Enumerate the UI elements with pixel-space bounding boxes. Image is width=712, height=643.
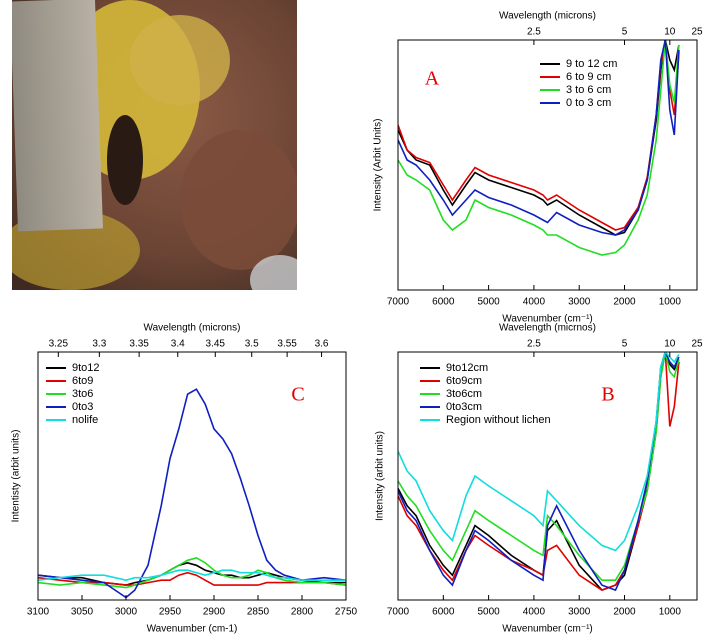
lichen-photo [0,0,310,305]
x2-tick-label: 5 [622,339,628,350]
series-line [398,352,679,550]
x2-tick-label: 2.5 [527,27,541,38]
x2-tick-label: 3.6 [315,339,329,350]
legend-label: 0to3 [72,401,93,413]
series-line [398,40,679,255]
x-tick-label: 4000 [523,297,546,308]
x-tick-label: 2950 [159,607,182,618]
x2-tick-label: 3.25 [49,339,69,350]
x-tick-label: 3000 [115,607,138,618]
y-axis-label: Intensity (Arbit Units) [373,119,384,212]
x2-tick-label: 25 [691,27,703,38]
x2-tick-label: 3.55 [277,339,297,350]
series-line [398,352,679,590]
legend-label: 6 to 9 cm [566,71,611,83]
x-tick-label: 3000 [568,607,591,618]
legend-label: nolife [72,414,98,426]
y-axis-label: Intensity (arbit units) [375,431,386,521]
series-line [398,40,679,230]
x2-axis-label: Wavelength (microns) [499,11,596,22]
x-tick-label: 2800 [291,607,314,618]
x2-tick-label: 10 [664,27,676,38]
legend-label: 3to6 [72,388,93,400]
legend-label: Region without lichen [446,414,551,426]
legend-label: 3to6cm [446,388,482,400]
x2-tick-label: 10 [664,339,676,350]
legend-label: 9 to 12 cm [566,58,617,70]
legend-label: 9to12 [72,362,100,374]
plot-lines [398,352,679,590]
series-line [398,352,679,590]
plot-lines [398,40,679,255]
x-tick-label: 2000 [613,297,636,308]
x2-tick-label: 3.4 [171,339,185,350]
x-tick-label: 2000 [613,607,636,618]
x-tick-label: 6000 [432,297,455,308]
y-axis-label: Intentisty (arbit units) [11,430,22,523]
x-tick-label: 4000 [523,607,546,618]
x-axis-label: Wavenumber (cm⁻¹) [502,624,592,635]
legend-label: 0 to 3 cm [566,97,611,109]
x-tick-label: 2900 [203,607,226,618]
x2-axis-label: Wavelength (microns) [144,323,241,334]
panel-label: A [425,68,440,90]
x2-tick-label: 3.3 [92,339,106,350]
x-tick-label: 3100 [27,607,50,618]
x2-tick-label: 25 [691,339,703,350]
series-line [398,352,679,590]
x-tick-label: 1000 [659,297,682,308]
x2-tick-label: 5 [622,27,628,38]
legend-label: 6to9cm [446,375,482,387]
x-tick-label: 3050 [71,607,94,618]
x-tick-label: 1000 [659,607,682,618]
x-tick-label: 2750 [335,607,358,618]
x2-tick-label: 3.35 [129,339,149,350]
x2-tick-label: 3.45 [206,339,226,350]
x-tick-label: 7000 [387,297,410,308]
legend-label: 0to3cm [446,401,482,413]
x-tick-label: 6000 [432,607,455,618]
panel-label: C [291,384,304,406]
plot-frame [398,352,697,600]
figure: 7000 6000 5000 4000 3000 2000 1000 2.5 5 10 25 Wave… [0,0,712,643]
x-tick-label: 7000 [387,607,410,618]
legend-label: 6to9 [72,375,93,387]
legend-label: 9to12cm [446,362,488,374]
panel-label: B [601,384,614,406]
x2-axis-label: Wavelength (micrnos) [499,323,596,334]
x2-tick-label: 2.5 [527,339,541,350]
x2-tick-label: 3.5 [245,339,259,350]
legend-label: 3 to 6 cm [566,84,611,96]
series-line [398,40,679,235]
x-tick-label: 2850 [247,607,270,618]
series-line [398,40,679,235]
x-tick-label: 5000 [477,297,500,308]
x-axis-label: Wavenumber (cm-1) [147,624,238,635]
x-tick-label: 5000 [477,607,500,618]
x-tick-label: 3000 [568,297,591,308]
series-line [398,352,679,580]
